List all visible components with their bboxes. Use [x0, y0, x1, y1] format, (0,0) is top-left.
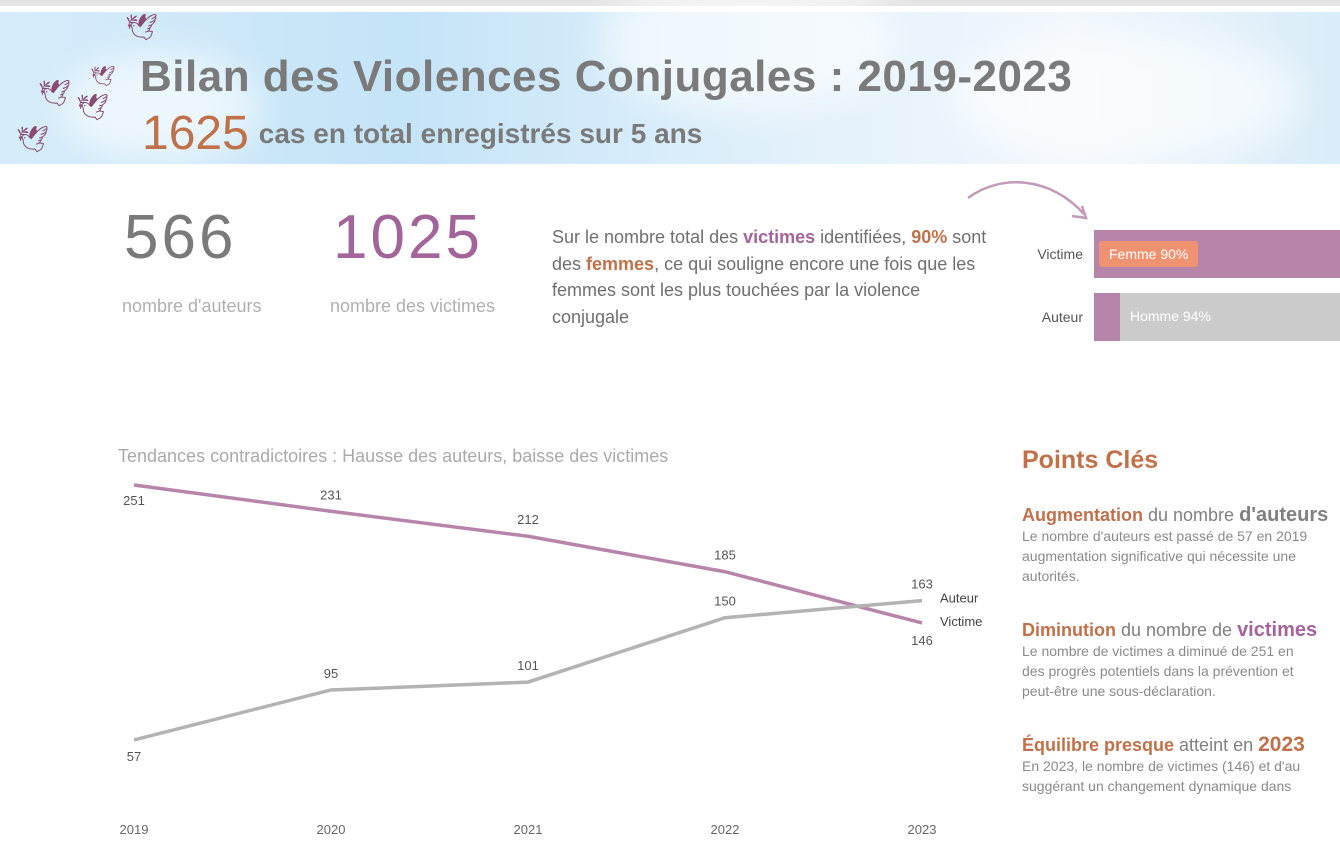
summary-text: Sur le nombre total des victimes identif…: [552, 227, 987, 327]
kpi-auteurs-value: 566: [124, 203, 237, 272]
x-tick-label: 2019: [120, 822, 149, 837]
page-title: Bilan des Violences Conjugales : 2019-20…: [140, 52, 1073, 101]
data-label: 231: [320, 487, 342, 502]
data-label: 150: [714, 594, 736, 609]
homme-label: Homme 94%: [1130, 308, 1211, 324]
header-banner: 🕊 🕊 🕊 🕊 🕊 Bilan des Violences Conjugales…: [0, 0, 1340, 164]
line-chart: 251 231 212 185 146 Victime 57 95 101 150 163 Auteu…: [120, 483, 982, 837]
bar-auteur: Homme 94%: [1094, 293, 1340, 341]
data-label: 95: [324, 666, 338, 681]
x-tick-label: 2020: [317, 822, 346, 837]
data-label: 185: [714, 548, 736, 563]
points-cles-title: Points Clés: [1022, 446, 1159, 474]
x-tick-label: 2023: [908, 822, 937, 837]
arrow-icon: [967, 181, 1088, 220]
bar-label-victime: Victime: [1037, 246, 1083, 262]
series-end-label: Victime: [940, 614, 982, 629]
series-end-label: Auteur: [940, 591, 979, 606]
x-tick-label: 2021: [514, 822, 543, 837]
bar-victime: Femme 90%: [1094, 230, 1340, 278]
data-label: 101: [517, 658, 539, 673]
data-label: 212: [517, 512, 539, 527]
total-text: cas en total enregistrés sur 5 ans: [258, 118, 703, 149]
x-tick-label: 2022: [711, 822, 740, 837]
point-cle-3: Équilibre presque atteint en 2023 En 202…: [1022, 733, 1305, 795]
chart-title: Tendances contradictoires : Hausse des a…: [118, 446, 669, 466]
kpi-victimes-label: nombre des victimes: [330, 296, 496, 316]
bird-icon: 🕊: [90, 66, 116, 88]
total-count: 1625: [142, 107, 249, 160]
data-label: 163: [911, 577, 933, 592]
bar-auteur-female-segment: [1094, 293, 1120, 341]
femme-badge: Femme 90%: [1099, 241, 1199, 267]
point-cle-1: Augmentation du nombre d'auteurs Le nomb…: [1022, 504, 1329, 584]
point-cle-2: Diminution du nombre de victimes Le nomb…: [1022, 619, 1318, 699]
total-subtitle: 1625 cas en total enregistrés sur 5 ans: [142, 106, 702, 161]
bar-label-auteur: Auteur: [1041, 309, 1083, 325]
kpi-victimes-value: 1025: [333, 203, 483, 272]
bird-icon: 🕊: [125, 12, 159, 42]
data-label: 57: [127, 749, 141, 764]
series-line-auteur: [133, 598, 923, 742]
data-label: 146: [911, 633, 933, 648]
series-line-victime: [133, 483, 923, 625]
bird-icon: 🕊: [76, 92, 110, 122]
bird-icon: 🕊: [16, 124, 50, 154]
bird-icon: 🕊: [38, 78, 72, 108]
kpi-auteurs-label: nombre d'auteurs: [122, 296, 262, 316]
data-label: 251: [123, 493, 145, 508]
